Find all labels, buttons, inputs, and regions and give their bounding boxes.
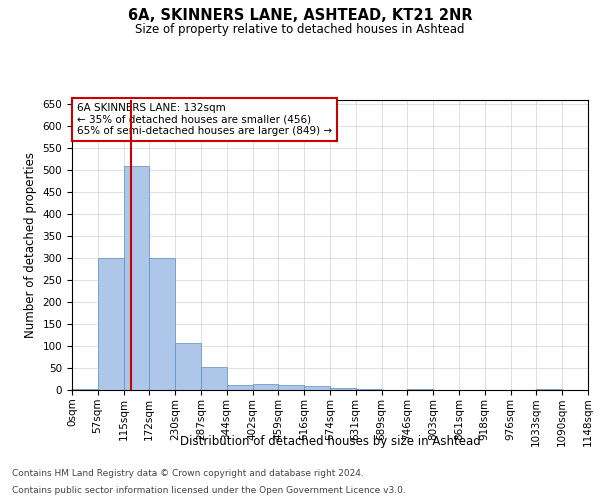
Text: Contains HM Land Registry data © Crown copyright and database right 2024.: Contains HM Land Registry data © Crown c… (12, 468, 364, 477)
Bar (98, 258, 124, 390)
Bar (72, 388, 98, 390)
Bar (124, 166, 149, 390)
Text: 6A SKINNERS LANE: 132sqm
← 35% of detached houses are smaller (456)
65% of semi-: 6A SKINNERS LANE: 132sqm ← 35% of detach… (77, 103, 332, 136)
Bar (588, 389, 600, 390)
Bar (536, 389, 562, 390)
Bar (407, 389, 433, 390)
Bar (227, 384, 253, 390)
Text: Size of property relative to detached houses in Ashtead: Size of property relative to detached ho… (135, 22, 465, 36)
Y-axis label: Number of detached properties: Number of detached properties (24, 152, 37, 338)
Text: 6A, SKINNERS LANE, ASHTEAD, KT21 2NR: 6A, SKINNERS LANE, ASHTEAD, KT21 2NR (128, 8, 472, 22)
Text: Distribution of detached houses by size in Ashtead: Distribution of detached houses by size … (179, 435, 481, 448)
Bar (278, 384, 304, 390)
Bar (356, 389, 382, 390)
Bar (253, 384, 278, 390)
Text: Contains public sector information licensed under the Open Government Licence v3: Contains public sector information licen… (12, 486, 406, 495)
Bar (330, 388, 356, 390)
Bar (149, 258, 175, 390)
Bar (201, 366, 227, 390)
Bar (304, 386, 330, 390)
Bar (175, 343, 201, 390)
